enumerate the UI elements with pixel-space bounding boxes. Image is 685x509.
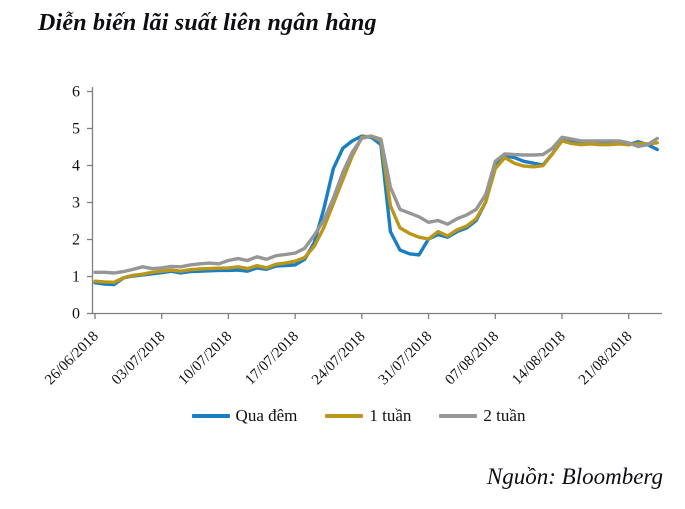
y-tick-label: 4 [72, 158, 80, 175]
series-line-2week [93, 134, 659, 275]
legend-label-1week: 1 tuần [369, 406, 412, 425]
y-tick-label: 2 [72, 232, 80, 249]
series-line-overnight [93, 134, 659, 287]
chart-canvas: 0 1 2 3 4 5 6 26/06/2018 03/07/2018 10/07/2018 17/… [42, 84, 662, 389]
line-chart: 0 1 2 3 4 5 6 26/06/2018 03/07/2018 10/07/2018 17/… [0, 75, 685, 410]
legend-label-overnight: Qua đêm [235, 406, 298, 425]
y-tick-label: 1 [72, 269, 80, 286]
x-tick-label: 17/07/2018 [242, 329, 302, 389]
x-tick-label: 14/08/2018 [509, 329, 569, 389]
legend-swatch-overnight [191, 414, 230, 418]
legend-item-1week: 1 tuần [325, 406, 411, 426]
legend-item-overnight: Qua đêm [191, 406, 298, 426]
x-tick-label: 07/08/2018 [442, 329, 502, 389]
legend-item-2week: 2 tuần [439, 406, 525, 426]
y-tick-label: 3 [72, 195, 80, 212]
series-line-1week [93, 134, 659, 285]
x-tick-label: 31/07/2018 [376, 329, 436, 389]
legend-swatch-1week [325, 414, 364, 418]
legend-swatch-2week [439, 414, 478, 418]
legend-label-2week: 2 tuần [483, 406, 526, 425]
x-tick-label: 03/07/2018 [109, 329, 169, 389]
x-tick-label: 21/08/2018 [576, 329, 636, 389]
x-tick-label: 26/06/2018 [42, 329, 102, 389]
chart-legend: Qua đêm 1 tuần 2 tuần [16, 406, 685, 426]
source-attribution: Nguồn: Bloomberg [486, 464, 663, 489]
x-tick-label: 10/07/2018 [176, 329, 236, 389]
chart-title: Diễn biến lãi suất liên ngân hàng [38, 10, 377, 36]
y-tick-label: 5 [72, 121, 80, 138]
y-tick-label: 6 [72, 84, 80, 101]
x-tick-label: 24/07/2018 [309, 329, 369, 389]
y-tick-label: 0 [72, 306, 80, 323]
